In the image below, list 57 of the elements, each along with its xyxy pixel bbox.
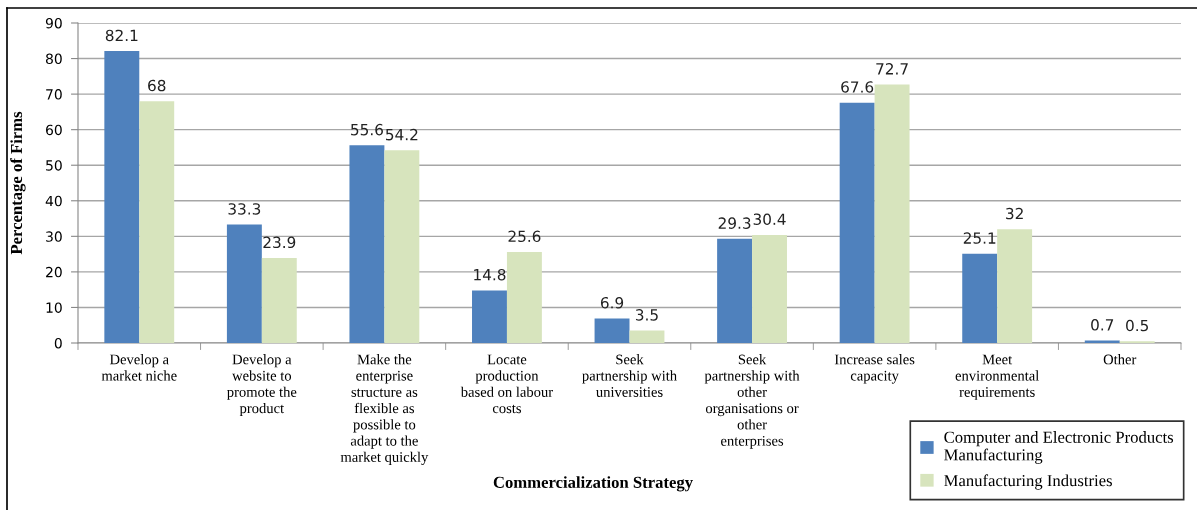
y-axis-title: Percentage of Firms (10, 111, 26, 255)
x-axis-title: Commercialization Strategy (493, 476, 693, 492)
data-label: 14.8 (474, 268, 506, 281)
data-label: 23.9 (263, 236, 296, 249)
data-label: 67.6 (841, 81, 874, 93)
y-tick-label: 20 (46, 266, 62, 278)
bar (139, 101, 175, 343)
bar (261, 258, 297, 343)
data-label: 72.7 (876, 63, 908, 75)
x-tick-label: Increase sales capacity (834, 354, 915, 384)
data-label: 32 (1006, 207, 1023, 220)
legend-label: Manufacturing Industries (944, 474, 1112, 490)
x-tick-label: Seek partnership with other organisations or other enterprises (704, 354, 800, 449)
bar (594, 318, 630, 343)
bar (839, 102, 875, 343)
x-tick-label: Make the enterprise structure as flexible as possible to adapt to the market quickly (340, 354, 429, 465)
bar (997, 229, 1033, 343)
y-tick-label: 0 (54, 337, 62, 349)
bar (226, 224, 262, 343)
x-tick-label: Meet environmental requirements (955, 354, 1039, 400)
data-label: 6.9 (600, 297, 624, 309)
data-label: 33.3 (228, 203, 261, 215)
x-tick-label: Other (1103, 354, 1137, 365)
y-tick-label: 60 (46, 124, 62, 136)
y-tick-label: 50 (46, 160, 62, 171)
data-label: 3.5 (635, 309, 658, 321)
legend-label: Computer and Electronic Products Manufacturing (944, 431, 1174, 464)
data-label: 30.4 (753, 213, 786, 226)
bar (349, 145, 385, 343)
y-tick-label: 70 (46, 89, 62, 100)
bar (506, 251, 542, 343)
bar (962, 253, 998, 343)
data-label: 68 (148, 79, 166, 92)
x-tick-label: Develop a market niche (101, 354, 177, 381)
y-tick-label: 30 (46, 231, 62, 242)
data-label: 82.1 (105, 29, 138, 42)
data-label: 0.7 (1091, 319, 1114, 331)
bar (874, 84, 910, 343)
x-tick-label: Locate production based on labour costs (460, 354, 553, 414)
data-label: 55.6 (351, 123, 383, 136)
data-label: 54.2 (386, 128, 418, 141)
bar (104, 51, 140, 343)
bar (472, 290, 507, 343)
y-tick-label: 90 (45, 17, 62, 29)
data-label: 25.1 (963, 232, 996, 244)
x-tick-label: Seek partnership with universities (582, 354, 677, 397)
y-tick-label: 40 (45, 195, 62, 207)
bar (752, 234, 787, 343)
bar (384, 150, 420, 343)
bar (629, 330, 665, 343)
bar (717, 238, 753, 343)
data-label: 29.3 (718, 217, 751, 229)
y-tick-label: 80 (45, 53, 62, 65)
y-tick-label: 10 (46, 302, 62, 313)
data-label: 0.5 (1126, 319, 1148, 332)
x-tick-label: Develop a website to promote the product (227, 354, 297, 417)
data-label: 25.6 (508, 230, 541, 243)
